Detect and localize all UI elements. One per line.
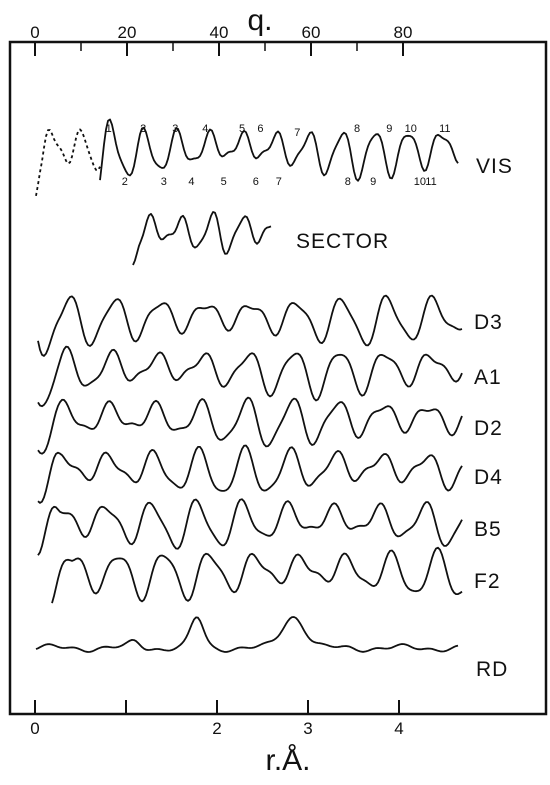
top-axis-tick-label: 40	[210, 23, 229, 42]
vis-peak-labels: 1 2 3 4 5 6 7 8 9 10 112 3 4 5 6 7 8 9 10 11	[106, 123, 451, 188]
series-label-vis: VIS	[476, 155, 513, 178]
vis-maximum-label: 9	[386, 123, 392, 135]
vis-maximum-label: 6	[257, 123, 263, 135]
vis-minimum-label: 5	[221, 176, 227, 188]
series-label-f2: F2	[474, 570, 501, 593]
series-line-d3	[37, 294, 463, 357]
series-line-vis-dashed	[35, 128, 101, 197]
bottom-axis-title: r.Å.	[265, 744, 310, 777]
vis-maximum-label: 3	[172, 123, 178, 135]
vis-maximum-label: 11	[439, 123, 450, 135]
series-label-rd: RD	[476, 658, 508, 681]
vis-minimum-label: 3	[161, 176, 167, 188]
curves	[35, 118, 463, 653]
vis-maximum-label: 1	[106, 123, 112, 135]
vis-maximum-label: 2	[140, 123, 146, 135]
top-axis-tick-label: 20	[118, 23, 137, 42]
series-label-b5: B5	[474, 518, 502, 541]
vis-maximum-label: 10	[405, 123, 417, 135]
top-axis-title: q.	[247, 4, 272, 37]
series-line-f2	[51, 546, 463, 604]
series-label-d2: D2	[474, 417, 503, 440]
top-axis-tick-label: 0	[30, 23, 39, 42]
series-line-d4	[37, 444, 463, 504]
series-label-a1: A1	[474, 366, 502, 389]
series-line-a1	[37, 345, 463, 408]
bottom-axis-tick-label: 0	[30, 719, 39, 738]
series-line-rd	[35, 616, 459, 653]
vis-minimum-label: 9	[370, 176, 376, 188]
series-line-b5	[37, 498, 463, 556]
top-axis-ticks: 0 20 40 60 80	[30, 23, 412, 56]
plot-frame	[8, 40, 548, 716]
vis-minimum-label: 4	[188, 176, 194, 188]
series-line-vis	[99, 118, 459, 182]
vis-maximum-label: 5	[239, 123, 245, 135]
vis-minimum-label: 10	[414, 176, 426, 188]
vis-minimum-label: 8	[345, 176, 351, 188]
bottom-axis-ticks: 0 2 3 4	[30, 700, 404, 738]
vis-minimum-label: 6	[253, 176, 259, 188]
bottom-axis-tick-label: 3	[303, 719, 312, 738]
series-line-d2	[37, 396, 463, 455]
vis-minimum-label: 7	[276, 176, 282, 188]
vis-maximum-label: 4	[202, 123, 208, 135]
vis-minimum-label: 11	[425, 176, 436, 188]
series-label-sector: SECTOR	[296, 230, 389, 253]
series-label-d4: D4	[474, 466, 503, 489]
top-axis-tick-label: 80	[394, 23, 413, 42]
vis-minimum-label: 2	[122, 176, 128, 188]
vis-maximum-label: 7	[294, 127, 300, 139]
series-line-sector	[132, 211, 272, 266]
top-axis-tick-label: 60	[302, 23, 321, 42]
bottom-axis-tick-label: 4	[394, 719, 403, 738]
vis-maximum-label: 8	[354, 123, 360, 135]
series-label-d3: D3	[474, 311, 503, 334]
bottom-axis-tick-label: 2	[212, 719, 221, 738]
